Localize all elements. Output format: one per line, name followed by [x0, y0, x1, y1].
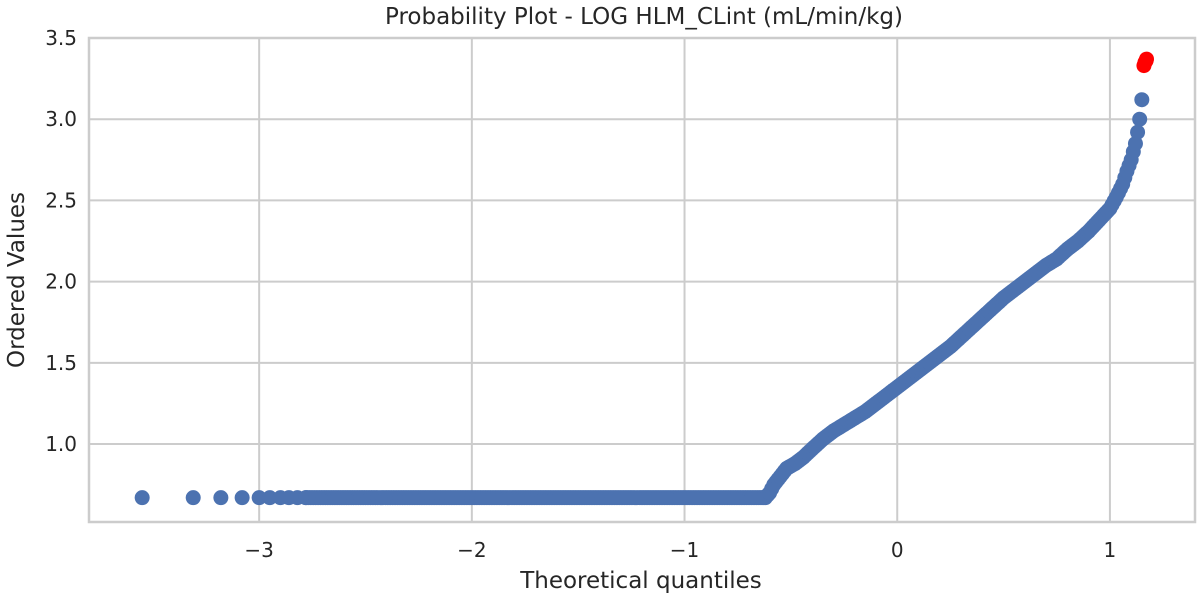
x-tick-label: 1 — [1104, 538, 1117, 562]
x-tick-label: −1 — [670, 538, 699, 562]
y-tick-label: 3.0 — [45, 107, 77, 131]
data-point — [234, 490, 250, 506]
data-point — [1134, 92, 1150, 108]
outlier-point — [1139, 51, 1155, 67]
y-tick-label: 3.5 — [45, 26, 77, 50]
data-point — [185, 490, 201, 506]
data-point — [134, 490, 150, 506]
data-points — [134, 51, 1155, 506]
y-tick-label: 2.5 — [45, 188, 77, 212]
data-point — [251, 490, 267, 506]
y-tick-labels: 1.0 1.5 2.0 2.5 3.0 3.5 — [45, 26, 77, 456]
data-point — [1130, 124, 1146, 140]
x-tick-label: −3 — [244, 538, 273, 562]
y-tick-label: 2.0 — [45, 270, 77, 294]
y-tick-label: 1.5 — [45, 351, 77, 375]
x-tick-label: 0 — [891, 538, 904, 562]
data-point — [213, 490, 229, 506]
x-axis-label: Theoretical quantiles — [519, 568, 762, 594]
chart-title: Probability Plot - LOG HLM_CLint (mL/min… — [385, 4, 903, 30]
data-point — [1132, 111, 1148, 127]
x-tick-labels: −3 −2 −1 0 1 — [244, 538, 1116, 562]
data-point — [1127, 136, 1143, 152]
data-point — [262, 490, 278, 506]
y-axis-label: Ordered Values — [4, 192, 30, 368]
plot-frame — [87, 36, 1197, 524]
y-tick-label: 1.0 — [45, 432, 77, 456]
x-tick-label: −2 — [457, 538, 486, 562]
